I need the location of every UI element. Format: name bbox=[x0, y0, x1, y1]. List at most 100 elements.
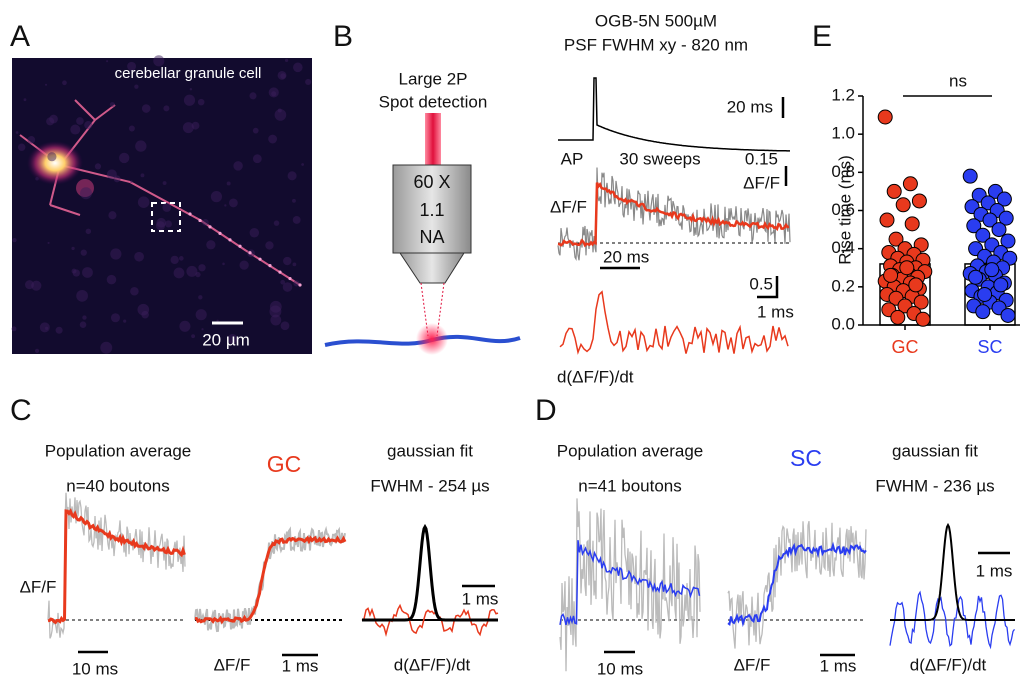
speckle bbox=[265, 241, 274, 250]
speckle bbox=[71, 246, 75, 251]
speckle bbox=[123, 319, 127, 323]
speckle bbox=[293, 280, 300, 287]
speckle bbox=[280, 279, 286, 285]
speckle bbox=[23, 98, 27, 102]
speckle bbox=[292, 262, 297, 267]
speckle bbox=[113, 175, 121, 183]
speckle bbox=[273, 220, 280, 226]
scale-label: 10 ms bbox=[72, 659, 118, 678]
fit-fwhm: FWHM - 254 µs bbox=[370, 476, 489, 495]
speckle bbox=[164, 220, 172, 228]
speckle bbox=[70, 124, 81, 135]
objective-tip bbox=[399, 252, 465, 284]
trace-label: ΔF/F bbox=[214, 655, 251, 674]
speckle bbox=[182, 122, 194, 134]
speckle bbox=[100, 341, 113, 354]
speckle bbox=[109, 102, 115, 108]
speckle bbox=[163, 105, 170, 112]
laser-beam bbox=[425, 113, 441, 165]
speckle bbox=[134, 251, 144, 262]
objective bbox=[392, 164, 472, 254]
ap-label: AP bbox=[561, 149, 584, 168]
data-point bbox=[886, 183, 902, 199]
data-point bbox=[915, 311, 931, 327]
focal-spot bbox=[416, 323, 448, 355]
fit-fwhm: FWHM - 236 µs bbox=[875, 476, 994, 495]
speckle bbox=[135, 140, 147, 152]
data-point bbox=[888, 231, 904, 247]
dye-label: OGB-5N 500µM bbox=[595, 11, 717, 30]
speckle bbox=[305, 78, 312, 86]
speckle bbox=[179, 320, 191, 332]
speckle bbox=[80, 187, 92, 200]
sem-band bbox=[727, 521, 867, 649]
speckle bbox=[292, 198, 296, 203]
scale-bar bbox=[757, 276, 779, 299]
fit-title: gaussian fit bbox=[892, 441, 978, 460]
bouton bbox=[208, 225, 212, 229]
panel-label: E bbox=[812, 20, 832, 53]
speckle bbox=[274, 109, 287, 121]
gaussian-fit bbox=[890, 522, 1015, 621]
speckle bbox=[162, 181, 167, 186]
speckle bbox=[198, 295, 203, 300]
data-point bbox=[962, 168, 978, 184]
speckle bbox=[191, 121, 200, 130]
derivative-trace bbox=[889, 590, 1016, 650]
neuron-image bbox=[11, 55, 312, 354]
speckle bbox=[201, 328, 204, 331]
speckle bbox=[277, 108, 282, 113]
data-point bbox=[975, 304, 991, 320]
psf-label: PSF FWHM xy - 820 nm bbox=[564, 35, 748, 54]
speckle bbox=[35, 177, 39, 181]
speckle bbox=[34, 348, 40, 353]
speckle bbox=[216, 319, 219, 322]
panel-label: A bbox=[10, 20, 30, 53]
speckle bbox=[293, 62, 303, 73]
scale-label: 1 ms bbox=[757, 302, 794, 321]
speckle bbox=[141, 310, 149, 319]
speckle bbox=[186, 265, 198, 277]
y-tick-label: 1.2 bbox=[831, 85, 855, 104]
derivative-trace bbox=[559, 290, 789, 355]
speckle bbox=[280, 321, 290, 331]
speckle bbox=[197, 98, 205, 106]
speckle bbox=[130, 180, 133, 183]
data-point bbox=[993, 277, 1009, 293]
speckle bbox=[206, 240, 216, 250]
scale-label: 20 µm bbox=[202, 330, 250, 349]
speckle bbox=[55, 326, 63, 334]
scale-label: 20 ms bbox=[603, 247, 649, 266]
y-tick-label: 1.0 bbox=[831, 124, 855, 143]
micrograph bbox=[12, 58, 312, 354]
speckle bbox=[284, 58, 289, 63]
data-point bbox=[998, 210, 1014, 226]
speckle bbox=[201, 218, 209, 226]
speckle bbox=[173, 267, 185, 279]
speckle bbox=[141, 104, 151, 113]
image-caption: cerebellar granule cell bbox=[115, 65, 262, 82]
speckle bbox=[31, 280, 42, 291]
speckle bbox=[80, 249, 87, 256]
gaussian-fit bbox=[362, 523, 498, 622]
speckle bbox=[233, 161, 243, 171]
bouton bbox=[248, 251, 252, 255]
cell-label: GC bbox=[267, 451, 302, 477]
sweeps-label: 30 sweeps bbox=[619, 149, 700, 168]
sem-band bbox=[47, 492, 186, 639]
speckle bbox=[189, 88, 193, 91]
scale-label: 1 ms bbox=[282, 656, 319, 675]
mean-trace bbox=[194, 535, 347, 625]
speckle bbox=[140, 173, 145, 178]
mean-trace bbox=[557, 181, 790, 248]
speckle bbox=[118, 152, 130, 164]
speckle bbox=[44, 83, 48, 86]
speckle bbox=[134, 84, 139, 89]
data-point bbox=[890, 309, 906, 325]
speckle bbox=[12, 237, 17, 243]
speckle bbox=[239, 260, 249, 270]
sem-band bbox=[194, 525, 346, 633]
y-tick-label: 0.0 bbox=[831, 314, 855, 333]
speckle bbox=[224, 204, 227, 207]
bouton bbox=[198, 218, 202, 223]
